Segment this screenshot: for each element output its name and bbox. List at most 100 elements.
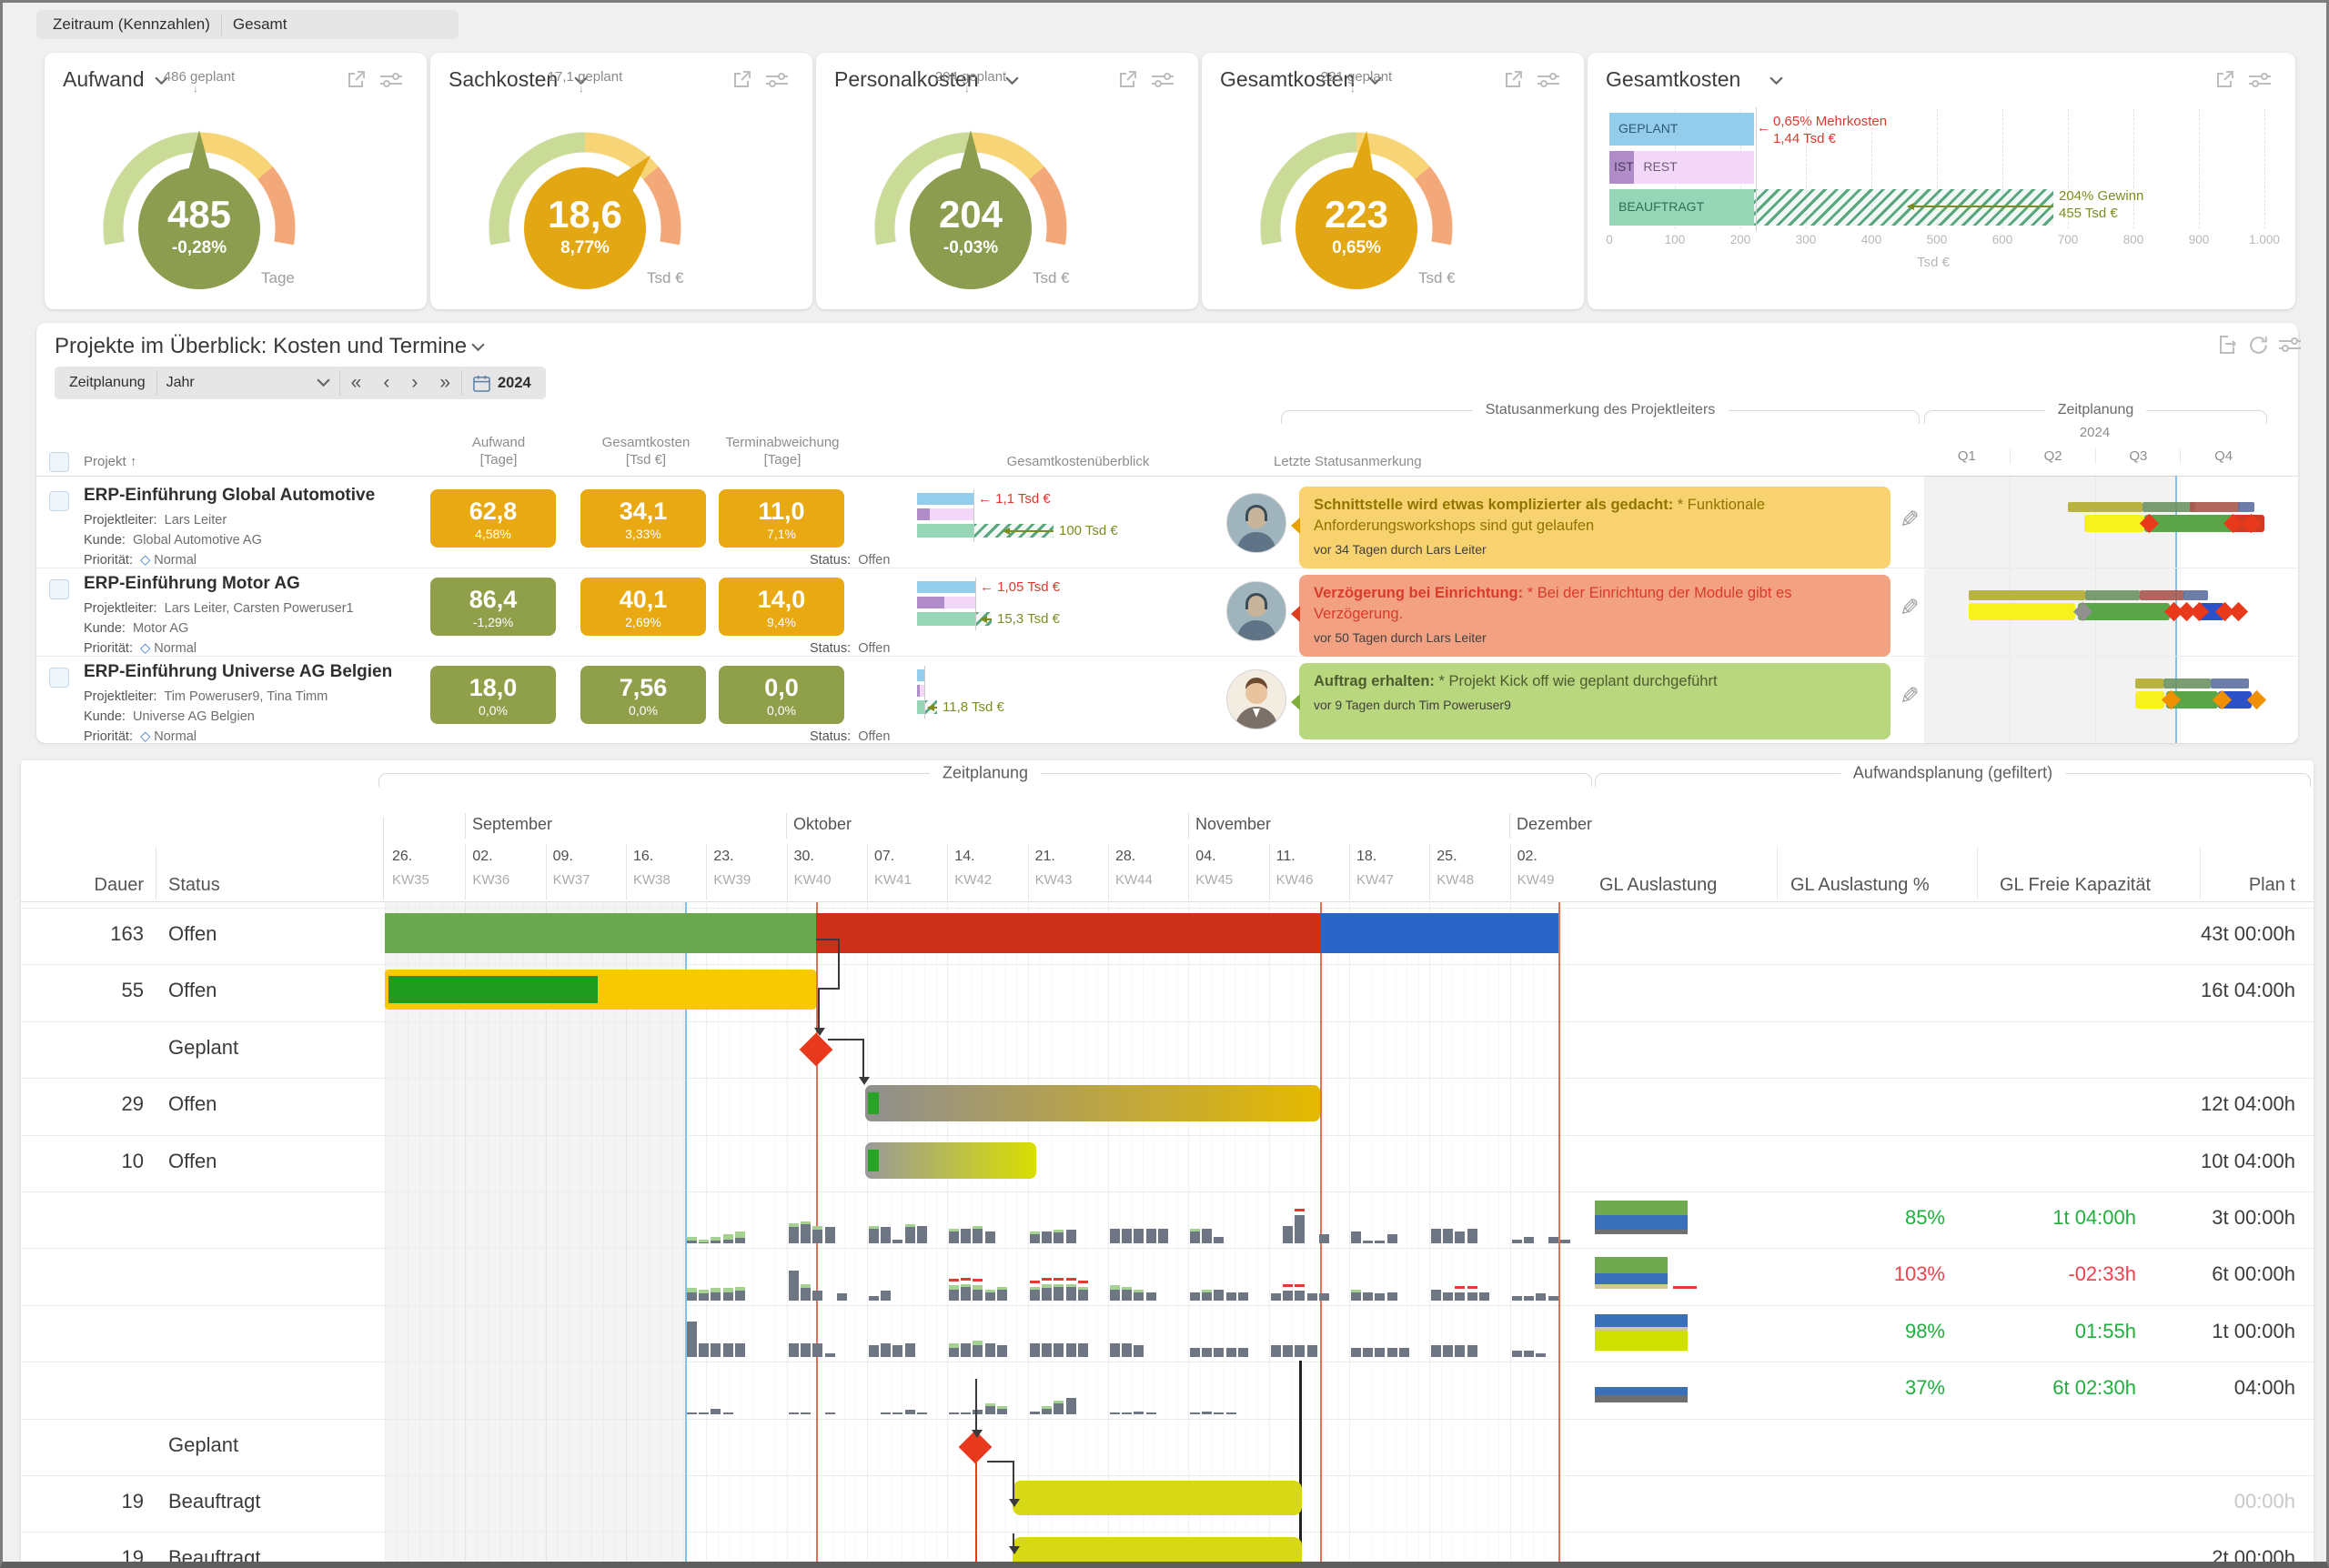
- chevron-down-icon[interactable]: [155, 76, 168, 85]
- week-tick: [465, 844, 467, 900]
- card-settings-icon[interactable]: [1151, 70, 1175, 90]
- histogram-bar: [1536, 1352, 1547, 1358]
- gl-segment: [1595, 1201, 1688, 1215]
- nav-first-button[interactable]: «: [350, 372, 362, 393]
- card-settings-icon[interactable]: [765, 70, 789, 90]
- planned-bar[interactable]: [2190, 502, 2240, 512]
- timeframe-value[interactable]: Gesamt: [232, 15, 287, 33]
- actual-bar[interactable]: [2078, 603, 2170, 620]
- actual-bar[interactable]: [2135, 691, 2164, 709]
- mini-plan-line: [975, 578, 976, 630]
- col-gl-auslastung-pct[interactable]: GL Auslastung %: [1790, 875, 1930, 895]
- planned-bar[interactable]: [2238, 502, 2254, 512]
- card-settings-icon[interactable]: [1537, 70, 1560, 90]
- col-terminabweichung[interactable]: Terminabweichung [Tage]: [725, 435, 840, 467]
- range-select[interactable]: Jahr: [157, 375, 339, 391]
- col-gl-freie-kapazitaet[interactable]: GL Freie Kapazität: [2000, 875, 2152, 895]
- gantt-bar[interactable]: [865, 1085, 1320, 1122]
- gl-segment: [1595, 1273, 1668, 1285]
- gantt-bar[interactable]: [865, 1141, 1036, 1179]
- planned-bar[interactable]: [2142, 502, 2195, 512]
- card-settings-icon[interactable]: [379, 70, 403, 90]
- row-status: Offen: [168, 1092, 217, 1116]
- gantt-bar[interactable]: [816, 913, 1320, 953]
- edit-note-icon[interactable]: ✎: [1900, 682, 1920, 709]
- histogram-bar: [812, 1291, 823, 1301]
- timeframe-filter[interactable]: Zeitraum (Kennzahlen) Gesamt: [36, 10, 459, 39]
- open-external-icon[interactable]: [345, 69, 367, 91]
- row-separator: [21, 1020, 2314, 1022]
- row-checkbox[interactable]: [49, 579, 69, 599]
- avatar: [1226, 581, 1286, 641]
- histogram-bar: [973, 1228, 983, 1244]
- connector-line: [838, 939, 840, 990]
- planned-bar[interactable]: [2068, 502, 2142, 512]
- open-external-icon[interactable]: [1502, 69, 1524, 91]
- open-external-icon[interactable]: [2213, 69, 2235, 91]
- col-plan-t[interactable]: Plan t: [2248, 875, 2295, 895]
- edit-note-icon[interactable]: ✎: [1900, 506, 1920, 533]
- col-status[interactable]: Status: [168, 875, 220, 895]
- nav-next-button[interactable]: ›: [411, 372, 418, 393]
- chevron-down-icon[interactable]: [1769, 76, 1783, 85]
- gantt-bar[interactable]: [1320, 913, 1558, 953]
- refresh-icon[interactable]: [2247, 334, 2270, 357]
- row-checkbox[interactable]: [49, 668, 69, 688]
- histogram-bar-cap: [984, 1289, 995, 1292]
- planned-bar[interactable]: [2183, 590, 2208, 600]
- row-freie-kapazitaet: -02:33h: [2068, 1262, 2136, 1286]
- histogram-bar-cap: [687, 1236, 697, 1241]
- col-gesamtkostenueberblick[interactable]: Gesamtkostenüberblick: [1006, 454, 1150, 469]
- planned-bar[interactable]: [2163, 678, 2211, 689]
- planned-bar[interactable]: [2085, 590, 2140, 600]
- select-all-checkbox[interactable]: [49, 452, 69, 472]
- chevron-down-icon[interactable]: [1004, 76, 1019, 85]
- chevron-down-icon[interactable]: [574, 76, 588, 85]
- project-row[interactable]: ERP-Einführung Global Automotive Projektl…: [36, 480, 2298, 568]
- project-row[interactable]: ERP-Einführung Universe AG Belgien Projek…: [36, 657, 2298, 745]
- open-external-icon[interactable]: [1116, 69, 1138, 91]
- histogram-bar: [1030, 1411, 1040, 1414]
- row-checkbox[interactable]: [49, 491, 69, 511]
- nav-prev-button[interactable]: ‹: [383, 372, 390, 393]
- actual-bar[interactable]: [1969, 603, 2075, 620]
- actual-bar[interactable]: [2084, 515, 2144, 532]
- gantt-bar[interactable]: [1013, 1537, 1302, 1562]
- nav-last-button[interactable]: »: [439, 372, 450, 393]
- col-dauer[interactable]: Dauer: [94, 875, 144, 895]
- project-kunde: Kunde: Universe AG Belgien: [84, 709, 255, 724]
- project-name[interactable]: ERP-Einführung Motor AG: [84, 574, 300, 593]
- year-picker[interactable]: 2024: [462, 375, 542, 392]
- col-aufwand[interactable]: Aufwand [Tage]: [471, 435, 526, 467]
- gantt-bar[interactable]: [1013, 1481, 1302, 1515]
- chevron-down-icon[interactable]: [1368, 76, 1382, 85]
- divider: [461, 370, 462, 396]
- actual-bar[interactable]: [2166, 691, 2218, 709]
- edit-note-icon[interactable]: ✎: [1900, 594, 1920, 621]
- row-separator: [21, 1134, 2314, 1136]
- row-plan-t: 6t 00:00h: [2212, 1262, 2295, 1286]
- histogram-bar: [687, 1292, 697, 1301]
- actual-bar[interactable]: [2144, 515, 2246, 532]
- open-external-icon[interactable]: [731, 69, 752, 91]
- planned-bar[interactable]: [2211, 678, 2249, 689]
- week-day-label: 25.: [1437, 849, 1457, 864]
- table-settings-icon[interactable]: [2278, 335, 2302, 355]
- col-gl-auslastung[interactable]: GL Auslastung: [1599, 875, 1718, 895]
- chevron-down-icon[interactable]: [471, 343, 485, 352]
- connector-arrowhead: [1009, 1499, 1020, 1507]
- project-name[interactable]: ERP-Einführung Universe AG Belgien: [84, 662, 393, 681]
- project-name[interactable]: ERP-Einführung Global Automotive: [84, 486, 376, 505]
- gantt-bar[interactable]: [385, 913, 816, 953]
- card-settings-icon[interactable]: [2248, 70, 2272, 90]
- col-projekt[interactable]: Projekt ↑: [84, 454, 137, 469]
- planned-bar[interactable]: [2135, 678, 2163, 689]
- project-row[interactable]: ERP-Einführung Motor AG Projektleiter: La…: [36, 568, 2298, 657]
- planned-bar[interactable]: [1969, 590, 2085, 600]
- export-icon[interactable]: [2216, 334, 2238, 356]
- planned-bar[interactable]: [2140, 590, 2184, 600]
- week-day-label: 26.: [392, 849, 413, 864]
- col-letzte-statusanmerkung[interactable]: Letzte Statusanmerkung: [1274, 454, 1422, 469]
- milestone-diamond[interactable]: [2228, 601, 2249, 622]
- col-gesamtkosten[interactable]: Gesamtkosten [Tsd €]: [601, 435, 691, 467]
